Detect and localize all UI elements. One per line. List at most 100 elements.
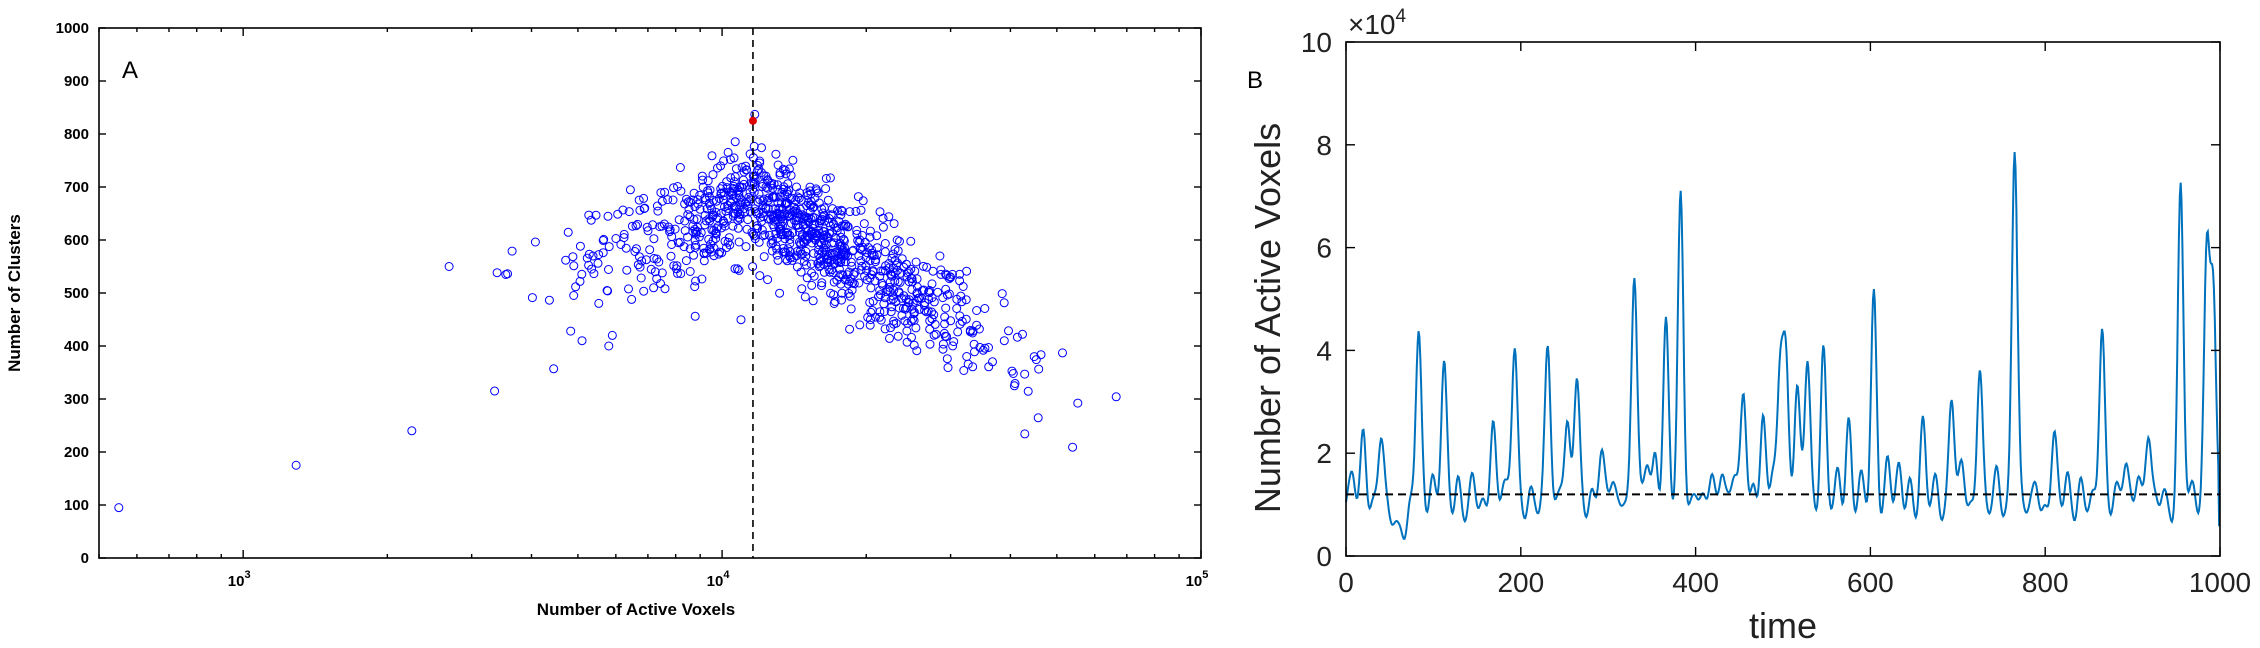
panel-a-data-point xyxy=(819,267,829,277)
panel-a-data-point xyxy=(714,193,724,203)
panel-a-data-point xyxy=(1007,366,1017,376)
panel-a-data-point xyxy=(671,264,681,274)
panel-a-data-point xyxy=(611,234,621,243)
panel-a-data-point xyxy=(845,324,855,334)
panel-a-data-point xyxy=(775,211,785,221)
panel-a-data-point xyxy=(962,266,972,276)
panel-a-data-point xyxy=(817,214,827,224)
panel-a-data-point xyxy=(1068,442,1078,452)
panel-a-data-point xyxy=(584,260,594,270)
panel-a-data-point xyxy=(1008,369,1018,378)
panel-a-data-point xyxy=(653,206,663,216)
panel-a-data-point xyxy=(913,293,923,303)
panel-a-data-point xyxy=(813,188,823,198)
panel-a-data-point xyxy=(856,265,866,275)
panel-a-data-point xyxy=(782,256,792,266)
panel-a-data-point xyxy=(814,245,823,255)
panel-b-letter: B xyxy=(1247,67,1263,94)
panel-a-y-tick-label: 800 xyxy=(64,126,89,143)
panel-a-data-point xyxy=(830,233,840,243)
panel-a-data-point xyxy=(636,273,646,283)
panel-a-data-point xyxy=(894,288,904,298)
panel-a-data-point xyxy=(828,219,838,229)
panel-a-data-point xyxy=(885,286,895,296)
panel-a-data-point xyxy=(1073,398,1083,408)
panel-a-data-point xyxy=(624,284,633,294)
panel-a-data-point xyxy=(903,318,913,328)
panel-a-data-point xyxy=(666,251,676,261)
panel-a-data-point xyxy=(501,270,511,279)
panel-a-plot-area xyxy=(99,28,1201,558)
panel-a-data-point xyxy=(821,245,831,255)
panel-a-data-point xyxy=(796,267,806,277)
panel-a-data-point xyxy=(924,294,934,304)
panel-a-data-point xyxy=(999,336,1009,346)
panel-a-data-point xyxy=(780,165,790,175)
panel-a-data-point xyxy=(812,231,822,240)
panel-b-series-line xyxy=(1345,152,2221,540)
panel-a-data-point xyxy=(640,203,650,213)
panel-a-data-point xyxy=(888,249,898,259)
panel-a-data-point xyxy=(815,253,825,263)
panel-a-data-point xyxy=(684,204,694,214)
panel-a-data-point xyxy=(764,230,774,240)
panel-a-data-point xyxy=(851,206,861,216)
panel-a-y-ticks: 0 100 200 300 400 500 600 700 800 900 1000 xyxy=(56,20,1201,567)
panel-a-data-point xyxy=(724,233,734,243)
panel-a-data-point xyxy=(865,320,875,330)
panel-a-data-point xyxy=(771,241,781,251)
panel-a-data-point xyxy=(593,258,603,268)
panel-b-y-multiplier-base: ×10 xyxy=(1348,9,1396,40)
panel-a-data-point xyxy=(833,206,842,216)
panel-a-data-point xyxy=(704,234,714,244)
panel-a-data-point xyxy=(869,251,879,261)
panel-a-data-point xyxy=(943,363,953,373)
panel-a-data-point xyxy=(956,291,966,301)
panel-a-x-axis-label: Number of Active Voxels xyxy=(537,600,735,619)
panel-a-data-point xyxy=(836,270,846,280)
panel-a-data-point xyxy=(719,195,728,205)
panel-a-data-point xyxy=(876,290,885,300)
panel-a-data-point xyxy=(649,234,659,244)
panel-a-outlier-point xyxy=(577,336,587,346)
panel-a-data-point xyxy=(821,184,831,194)
panel-a-data-point xyxy=(929,297,939,307)
panel-a-data-point xyxy=(777,209,787,219)
panel-a-data-point xyxy=(836,205,846,215)
panel-a-data-point xyxy=(832,275,842,285)
panel-a-data-point xyxy=(725,240,735,250)
panel-a-data-point xyxy=(948,341,958,351)
panel-a-data-point xyxy=(759,194,769,204)
panel-a-data-point xyxy=(843,222,853,232)
panel-a-data-point xyxy=(997,289,1007,299)
panel-a-data-point xyxy=(867,245,877,255)
panel-a-data-point xyxy=(797,284,807,294)
panel-a-data-point xyxy=(700,195,710,205)
panel-a-data-point xyxy=(1029,352,1039,362)
panel-a-data-point xyxy=(782,187,792,197)
panel-a-data-point xyxy=(768,183,778,193)
panel-a-y-tick-label: 200 xyxy=(64,444,89,461)
panel-a-data-point xyxy=(875,312,885,322)
panel-b-axes-box xyxy=(1345,41,2221,557)
panel-a-data-point xyxy=(887,253,897,263)
panel-a-data-point xyxy=(711,207,721,217)
panel-a-data-point xyxy=(771,149,781,159)
panel-a-data-point xyxy=(697,171,707,181)
panel-a-data-point xyxy=(959,366,969,375)
panel-a-data-point xyxy=(594,298,604,308)
panel-a-data-point xyxy=(616,240,626,249)
panel-a-data-point xyxy=(643,226,653,236)
panel-a-data-point xyxy=(740,198,750,208)
panel-a-data-point xyxy=(780,200,790,209)
panel-a-data-point xyxy=(878,222,888,232)
panel-a-data-point xyxy=(741,165,751,175)
panel-a-data-point xyxy=(939,328,949,338)
panel-a-data-point xyxy=(925,339,935,349)
panel-a-data-point xyxy=(827,255,836,265)
panel-a-data-point xyxy=(1036,350,1046,360)
panel-a-data-point xyxy=(844,288,854,298)
panel-a-data-point xyxy=(815,256,825,266)
panel-a-data-point xyxy=(1020,369,1030,379)
panel-a-data-point xyxy=(598,248,608,258)
